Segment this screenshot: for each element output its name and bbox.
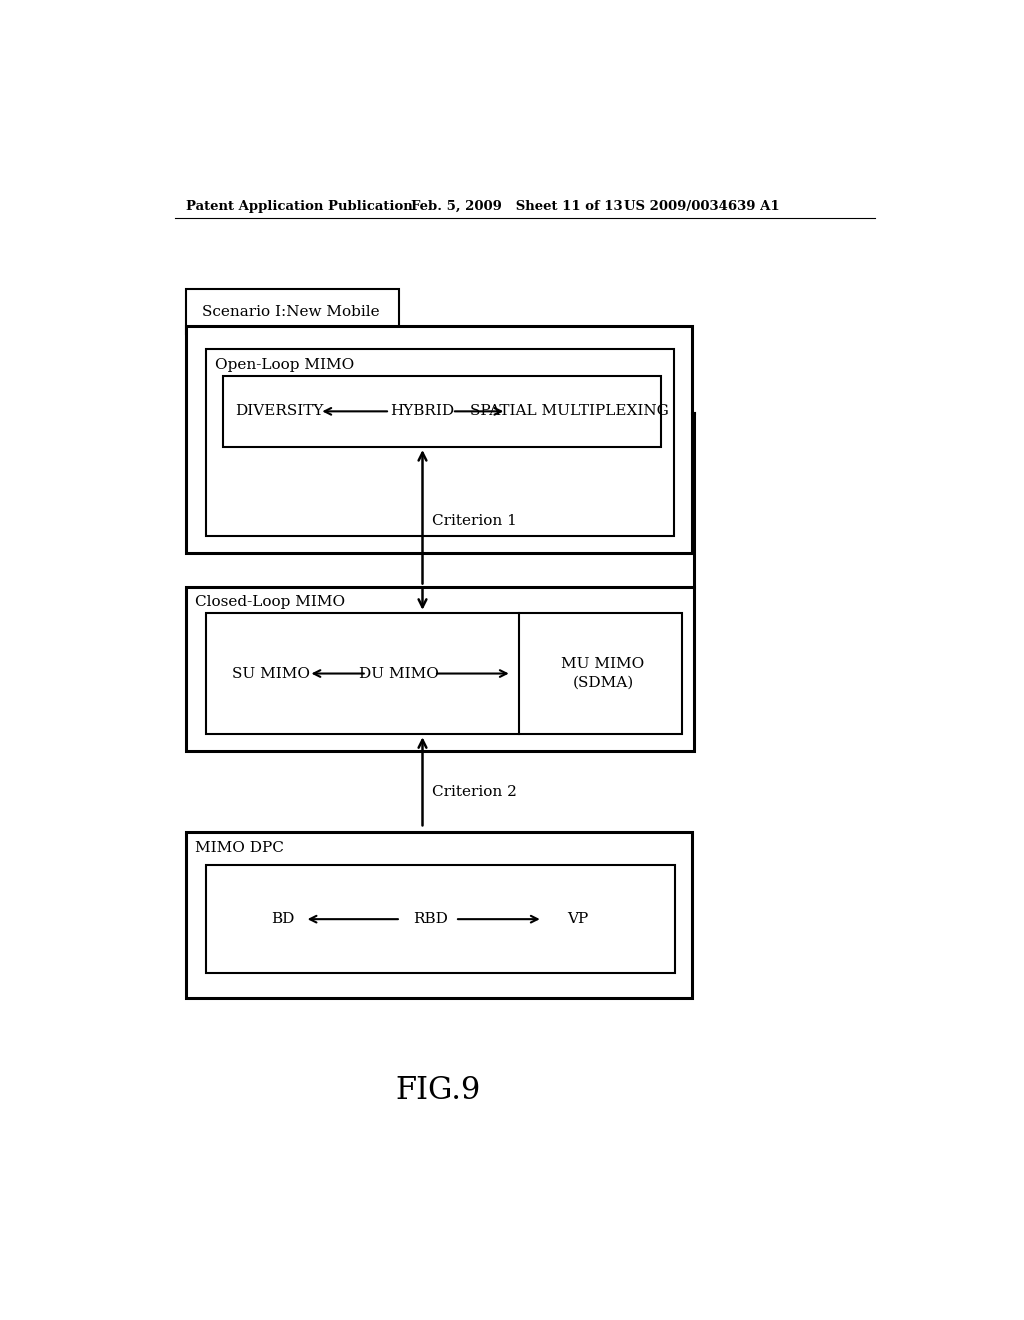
Text: MIMO DPC: MIMO DPC [196,841,285,854]
Text: Scenario I:New Mobile: Scenario I:New Mobile [202,305,379,318]
Text: HYBRID: HYBRID [390,404,455,418]
FancyBboxPatch shape [186,586,693,751]
Text: RBD: RBD [413,912,447,927]
Text: DU MIMO: DU MIMO [359,667,439,681]
FancyBboxPatch shape [186,832,692,998]
Text: SU MIMO: SU MIMO [232,667,310,681]
FancyBboxPatch shape [186,326,692,553]
FancyBboxPatch shape [222,376,662,447]
Text: US 2009/0034639 A1: US 2009/0034639 A1 [624,199,779,213]
Text: Closed-Loop MIMO: Closed-Loop MIMO [196,595,345,609]
Text: BD: BD [271,912,295,927]
Text: FIG.9: FIG.9 [395,1074,480,1106]
FancyBboxPatch shape [206,866,675,973]
Text: Patent Application Publication: Patent Application Publication [186,199,413,213]
Text: MU MIMO
(SDMA): MU MIMO (SDMA) [561,657,645,690]
FancyBboxPatch shape [186,289,399,334]
Text: Feb. 5, 2009   Sheet 11 of 13: Feb. 5, 2009 Sheet 11 of 13 [411,199,623,213]
Text: Criterion 2: Criterion 2 [432,784,517,799]
Text: Open-Loop MIMO: Open-Loop MIMO [215,358,354,372]
Text: DIVERSITY: DIVERSITY [234,404,324,418]
Text: SPATIAL MULTIPLEXING: SPATIAL MULTIPLEXING [470,404,670,418]
Text: Criterion 1: Criterion 1 [432,513,517,528]
FancyBboxPatch shape [206,350,675,536]
Text: VP: VP [567,912,588,927]
FancyBboxPatch shape [206,612,682,734]
